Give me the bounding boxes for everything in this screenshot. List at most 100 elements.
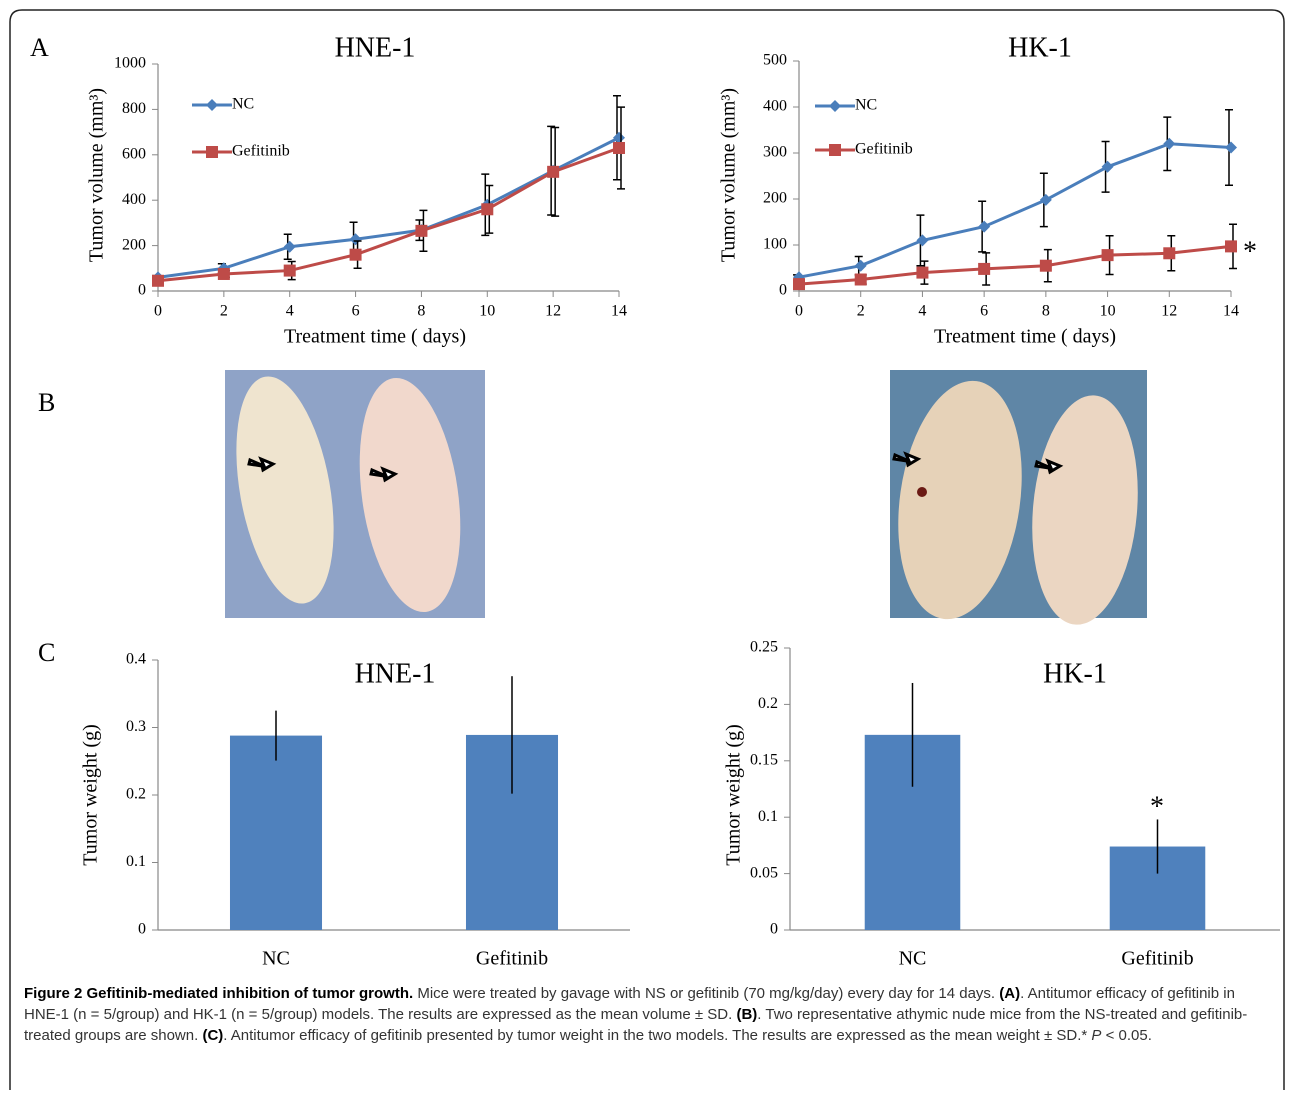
y-tick-label: 500 bbox=[763, 52, 787, 69]
line bbox=[158, 138, 619, 278]
x-tick-label: 8 bbox=[417, 303, 425, 320]
marker bbox=[206, 146, 218, 158]
x-tick-label: 12 bbox=[545, 303, 561, 320]
y-tick-label: 0 bbox=[138, 282, 146, 299]
marker bbox=[284, 265, 296, 277]
x-axis-label: Treatment time ( days) bbox=[284, 326, 466, 348]
marker bbox=[415, 225, 427, 237]
x-axis-label: Treatment time ( days) bbox=[934, 326, 1116, 348]
marker bbox=[916, 234, 928, 246]
marker bbox=[1225, 240, 1237, 252]
x-tick-label: 4 bbox=[286, 303, 294, 320]
y-tick-label: 800 bbox=[122, 100, 146, 117]
caption-segment: (A) bbox=[999, 985, 1020, 1002]
photo bbox=[884, 370, 1147, 629]
legend-label: Gefitinib bbox=[855, 141, 913, 158]
y-axis-label: Tumor weight (g) bbox=[723, 724, 745, 865]
panel-label: B bbox=[38, 388, 55, 417]
y-tick-label: 0.1 bbox=[126, 853, 146, 870]
y-tick-label: 0 bbox=[138, 921, 146, 938]
annotation: * bbox=[1150, 791, 1164, 822]
y-tick-label: 0.2 bbox=[758, 695, 778, 712]
figure: A B C HNE-1Tumor volume (mm³)02004006008… bbox=[0, 0, 1290, 1093]
x-tick-label: 14 bbox=[611, 303, 627, 320]
x-tick-label: NC bbox=[899, 948, 927, 970]
marker bbox=[978, 263, 990, 275]
x-tick-label: Gefitinib bbox=[476, 948, 548, 970]
y-tick-label: 0.15 bbox=[750, 751, 778, 768]
marker bbox=[829, 144, 841, 156]
page: {"panels": ["A", "B", "C"], "chart_data"… bbox=[0, 0, 1290, 1093]
y-tick-label: 200 bbox=[763, 190, 787, 207]
y-tick-label: 0.2 bbox=[126, 786, 146, 803]
x-tick-label: 10 bbox=[1100, 303, 1116, 320]
y-axis-label: Tumor volume (mm³) bbox=[718, 88, 740, 262]
chart-title: HNE-1 bbox=[335, 32, 416, 63]
marker bbox=[916, 267, 928, 279]
x-tick-label: 10 bbox=[479, 303, 495, 320]
caption: Figure 2 Gefitinib-mediated inhibition o… bbox=[24, 983, 1269, 1046]
x-tick-label: Gefitinib bbox=[1121, 948, 1193, 970]
y-tick-label: 0.05 bbox=[750, 864, 778, 881]
marker bbox=[152, 275, 164, 287]
legend-label: NC bbox=[232, 96, 254, 113]
x-tick-label: 8 bbox=[1042, 303, 1050, 320]
x-tick-label: 0 bbox=[795, 303, 803, 320]
caption-segment: Mice were treated by gavage with NS or g… bbox=[413, 985, 999, 1002]
marker bbox=[1040, 260, 1052, 272]
y-tick-label: 400 bbox=[763, 98, 787, 115]
marker bbox=[613, 142, 625, 154]
marker bbox=[1225, 141, 1237, 153]
y-tick-label: 300 bbox=[763, 144, 787, 161]
panel-label: A bbox=[30, 33, 49, 62]
marker bbox=[1102, 249, 1114, 261]
marker bbox=[978, 221, 990, 233]
caption-segment: Figure 2 Gefitinib-mediated inhibition o… bbox=[24, 985, 413, 1002]
panel-label: C bbox=[38, 638, 55, 667]
y-tick-label: 1000 bbox=[114, 55, 146, 72]
y-tick-label: 100 bbox=[763, 236, 787, 253]
photo bbox=[221, 369, 485, 619]
x-tick-label: 6 bbox=[352, 303, 360, 320]
marker bbox=[481, 203, 493, 215]
marker bbox=[1102, 161, 1114, 173]
chart-title: HNE-1 bbox=[355, 658, 436, 689]
marker bbox=[1163, 138, 1175, 150]
x-tick-label: 2 bbox=[857, 303, 865, 320]
bar bbox=[230, 736, 322, 930]
marker bbox=[206, 99, 218, 111]
x-tick-label: 0 bbox=[154, 303, 162, 320]
x-tick-label: NC bbox=[262, 948, 290, 970]
chart-title: HK-1 bbox=[1008, 32, 1072, 63]
caption-segment: P bbox=[1091, 1027, 1101, 1044]
marker bbox=[613, 132, 625, 144]
annotation: * bbox=[1243, 236, 1257, 267]
marker bbox=[1163, 247, 1175, 259]
marker bbox=[1040, 194, 1052, 206]
y-axis-label: Tumor weight (g) bbox=[80, 724, 102, 865]
y-axis-label: Tumor volume (mm³) bbox=[86, 88, 108, 262]
marker bbox=[218, 268, 230, 280]
y-tick-label: 0 bbox=[770, 921, 778, 938]
marker bbox=[793, 278, 805, 290]
caption-segment: (B) bbox=[736, 1006, 757, 1023]
y-tick-label: 0.1 bbox=[758, 808, 778, 825]
y-tick-label: 0 bbox=[779, 282, 787, 299]
y-tick-label: 0.4 bbox=[126, 651, 146, 668]
y-tick-label: 0.25 bbox=[750, 639, 778, 656]
y-tick-label: 400 bbox=[122, 191, 146, 208]
marker bbox=[829, 100, 841, 112]
y-tick-label: 200 bbox=[122, 236, 146, 253]
x-tick-label: 12 bbox=[1161, 303, 1177, 320]
marker bbox=[855, 260, 867, 272]
marker bbox=[350, 233, 362, 245]
legend-label: Gefitinib bbox=[232, 143, 290, 160]
x-tick-label: 14 bbox=[1223, 303, 1239, 320]
marker bbox=[350, 249, 362, 261]
caption-segment: < 0.05. bbox=[1101, 1027, 1151, 1044]
marker bbox=[855, 274, 867, 286]
x-tick-label: 4 bbox=[918, 303, 926, 320]
legend-label: NC bbox=[855, 97, 877, 114]
marker bbox=[547, 166, 559, 178]
y-tick-label: 600 bbox=[122, 145, 146, 162]
